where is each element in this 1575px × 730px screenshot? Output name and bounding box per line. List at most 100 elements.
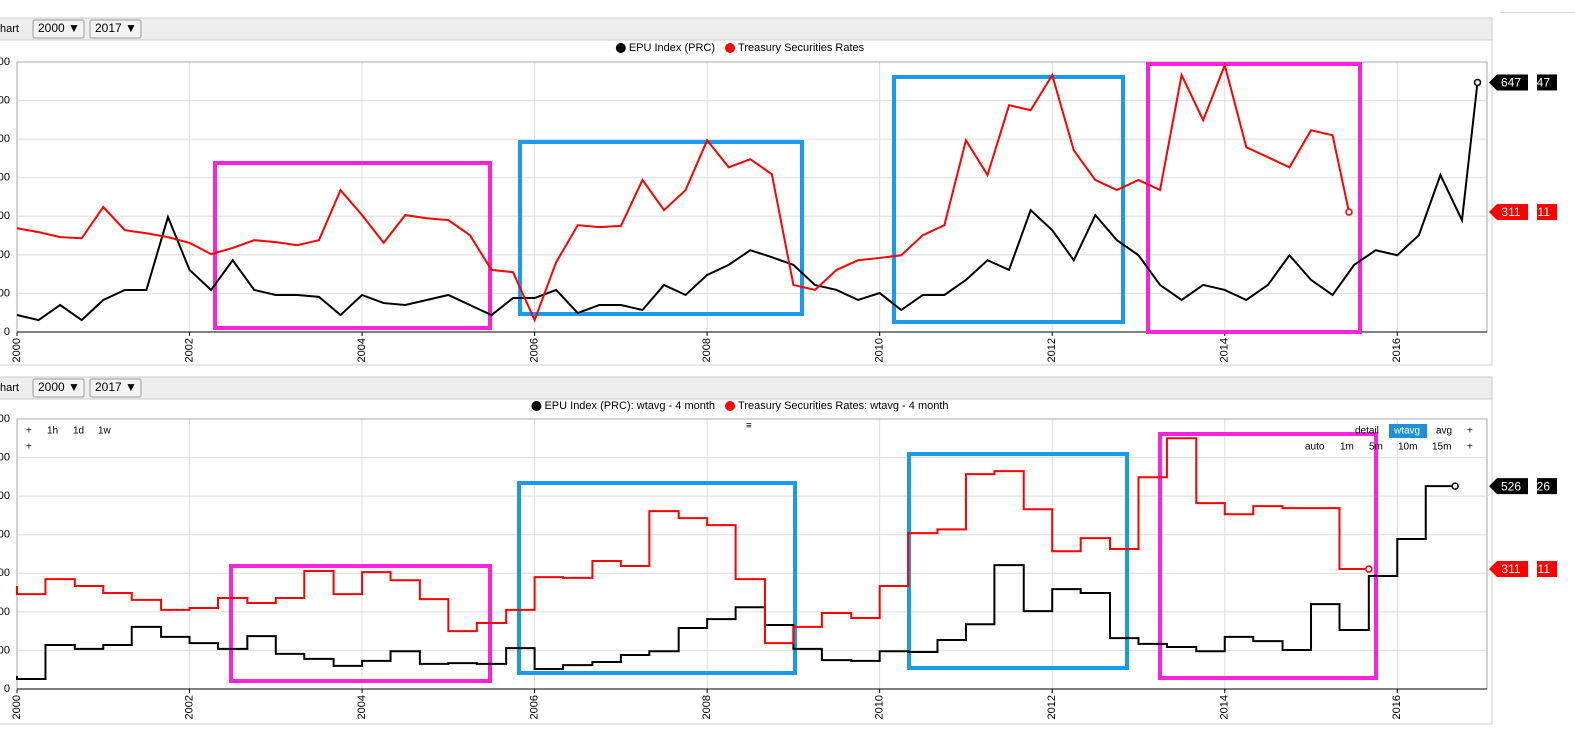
toolbar [0, 376, 1493, 400]
series-line [16, 82, 1479, 322]
x-tick-label: 2008 [701, 338, 713, 362]
highlight-box [1158, 432, 1378, 680]
control[interactable]: 1m [1340, 442, 1354, 453]
control[interactable]: avg [1436, 426, 1452, 437]
legend: EPU Index (PRC): wtavg - 4 month Treasury… [531, 400, 949, 412]
menu-icon[interactable]: ≡ [746, 421, 752, 432]
value-tag [1489, 561, 1528, 578]
value-tag-label-clipped: 311 [1531, 562, 1550, 576]
legend-label: Treasury Securities Rates [738, 42, 865, 54]
legend-label: Treasury Securities Rates: wtavg - 4 mon… [738, 400, 949, 412]
legend-label: EPU Index (PRC): wtavg - 4 month [544, 400, 715, 412]
toolbar-title: hart [0, 382, 19, 394]
series-line [16, 61, 1350, 323]
highlight-box [213, 161, 492, 330]
value-tag-clipped [1537, 74, 1557, 91]
select-label: 2000 ▼ [38, 21, 80, 35]
value-tag-label: 526 [1501, 479, 1521, 493]
panel-frame [0, 17, 1493, 366]
y-tick-label: 0 [4, 683, 10, 695]
value-tag-label-clipped: 311 [1531, 205, 1550, 219]
x-tick-label: 2006 [529, 695, 541, 719]
series-line [16, 485, 1456, 680]
legend-swatch [615, 43, 626, 53]
x-tick-label: 2000 [11, 338, 23, 362]
value-tag-label: 647 [1501, 76, 1521, 90]
x-tick-label: 2014 [1219, 338, 1231, 362]
highlight-box [892, 75, 1125, 324]
control[interactable]: + [1467, 426, 1473, 437]
control[interactable]: 15m [1432, 442, 1451, 453]
x-tick-label: 2002 [183, 695, 195, 719]
select-label: 2017 ▼ [95, 380, 137, 394]
x-tick-label: 2008 [701, 695, 713, 719]
chart-panel: hart 2000 ▼ 2017 ▼ 0 100 200 300 400 500 600 700 20… [0, 376, 1557, 725]
select[interactable] [32, 19, 85, 39]
y-tick-label: 400 [0, 172, 10, 184]
separator [1500, 12, 1575, 13]
series-line [16, 437, 1369, 645]
y-tick-label: 700 [0, 413, 10, 425]
control[interactable]: detail [1355, 426, 1379, 437]
select[interactable] [32, 378, 85, 398]
chart-panel: hart 2000 ▼ 2017 ▼ 0 100 200 300 400 500 600 700 20… [0, 17, 1557, 366]
value-tag-label-clipped: 647 [1530, 76, 1550, 90]
y-tick-label: 200 [0, 249, 10, 261]
legend-swatch [531, 401, 542, 411]
y-tick-label: 400 [0, 529, 10, 541]
legend: EPU Index (PRC) Treasury Securities Rates [615, 42, 865, 54]
end-marker [1345, 208, 1353, 216]
legend-swatch [725, 401, 736, 411]
y-tick-label: 300 [0, 210, 10, 222]
active-control-bg [1389, 424, 1427, 438]
y-tick-label: 500 [0, 490, 10, 502]
value-tag [1489, 204, 1528, 221]
control[interactable]: 1d [73, 426, 84, 437]
y-tick-label: 100 [0, 644, 10, 656]
value-tag-clipped [1537, 561, 1557, 578]
control[interactable]: 1h [47, 426, 58, 437]
control[interactable]: + [26, 426, 32, 437]
control[interactable]: wtavg [1393, 426, 1420, 437]
value-tag-label: 311 [1501, 205, 1520, 219]
x-tick-label: 2002 [183, 338, 195, 362]
legend-swatch [725, 43, 736, 53]
y-tick-label: 0 [4, 326, 10, 338]
x-tick-label: 2016 [1391, 338, 1403, 362]
end-marker [1451, 482, 1459, 490]
x-tick-label: 2004 [356, 338, 368, 362]
control[interactable]: 1w [98, 426, 112, 437]
y-tick-label: 500 [0, 133, 10, 145]
value-tag-clipped [1537, 204, 1557, 221]
value-tag-clipped [1537, 478, 1557, 495]
value-tag [1489, 478, 1528, 495]
x-tick-label: 2012 [1046, 695, 1058, 719]
y-tick-label: 300 [0, 567, 10, 579]
x-tick-label: 2010 [874, 695, 886, 719]
legend-label: EPU Index (PRC) [629, 42, 715, 54]
x-tick-label: 2012 [1046, 338, 1058, 362]
control[interactable]: 5m [1369, 442, 1383, 453]
y-tick-label: 600 [0, 451, 10, 463]
select[interactable] [89, 19, 142, 39]
toolbar-title: hart [0, 23, 19, 35]
control[interactable]: 10m [1398, 442, 1417, 453]
control[interactable]: + [26, 442, 32, 453]
control[interactable]: auto [1305, 442, 1325, 453]
x-tick-label: 2010 [874, 338, 886, 362]
highlight-box [1146, 62, 1362, 334]
select-label: 2017 ▼ [95, 21, 137, 35]
controls: + 1h 1d 1w + ≡ detail wtavg avg + auto 1… [26, 421, 1473, 453]
value-tag-label-clipped: 526 [1530, 479, 1550, 493]
control[interactable]: + [1467, 442, 1473, 453]
x-tick-label: 2014 [1219, 695, 1231, 719]
toolbar [0, 17, 1493, 41]
value-tag [1489, 74, 1528, 91]
select-label: 2000 ▼ [38, 380, 80, 394]
x-tick-label: 2004 [356, 695, 368, 719]
end-marker [1473, 78, 1482, 87]
x-tick-label: 2000 [11, 695, 23, 719]
select[interactable] [89, 378, 142, 398]
